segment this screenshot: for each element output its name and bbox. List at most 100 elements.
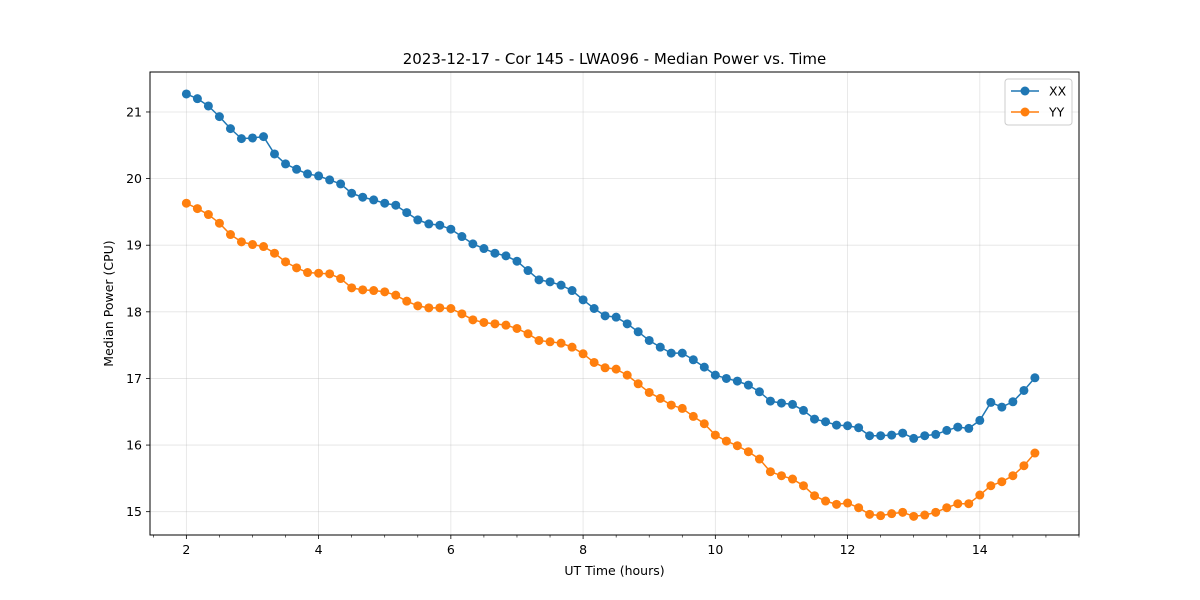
data-point-xx xyxy=(776,398,786,408)
data-point-yy xyxy=(270,248,280,258)
data-point-xx xyxy=(214,112,224,122)
data-point-yy xyxy=(920,510,930,520)
legend-label-xx: XX xyxy=(1049,84,1067,99)
data-point-xx xyxy=(270,149,280,159)
data-point-yy xyxy=(281,257,291,267)
data-point-yy xyxy=(699,419,709,429)
data-point-yy xyxy=(942,503,952,513)
data-point-xx xyxy=(832,420,842,430)
data-point-xx xyxy=(986,397,996,407)
data-point-yy xyxy=(611,364,621,374)
data-point-yy xyxy=(776,471,786,481)
data-point-xx xyxy=(655,342,665,352)
legend-marker-xx xyxy=(1020,86,1030,96)
data-point-xx xyxy=(358,192,368,202)
data-point-yy xyxy=(821,496,831,506)
data-point-xx xyxy=(821,417,831,427)
y-axis-label: Median Power (CPU) xyxy=(101,240,116,366)
data-point-xx xyxy=(292,164,302,174)
data-point-xx xyxy=(997,402,1007,412)
data-point-yy xyxy=(203,210,213,220)
data-point-yy xyxy=(677,403,687,413)
data-point-yy xyxy=(292,263,302,273)
data-point-yy xyxy=(314,268,324,278)
data-point-xx xyxy=(1019,385,1029,395)
data-point-yy xyxy=(666,400,676,410)
data-point-xx xyxy=(600,311,610,321)
data-point-yy xyxy=(688,411,698,421)
data-point-yy xyxy=(732,441,742,451)
y-tick-label: 17 xyxy=(126,371,142,386)
data-point-yy xyxy=(479,317,489,327)
data-point-yy xyxy=(600,363,610,373)
data-point-xx xyxy=(523,266,533,276)
data-point-yy xyxy=(710,430,720,440)
data-point-xx xyxy=(203,101,213,111)
data-point-xx xyxy=(644,335,654,345)
chart-title: 2023-12-17 - Cor 145 - LWA096 - Median P… xyxy=(403,50,827,68)
data-point-yy xyxy=(369,286,379,296)
y-tick-label: 16 xyxy=(126,438,142,453)
data-point-xx xyxy=(446,224,456,234)
x-tick-label: 10 xyxy=(707,542,723,557)
data-point-xx xyxy=(424,219,434,229)
data-point-xx xyxy=(975,415,985,425)
data-point-yy xyxy=(523,329,533,339)
data-point-yy xyxy=(380,287,390,297)
data-point-xx xyxy=(633,327,643,337)
data-point-xx xyxy=(765,396,775,406)
data-point-yy xyxy=(1019,461,1029,471)
data-point-yy xyxy=(788,474,797,484)
data-point-xx xyxy=(457,232,467,242)
data-point-xx xyxy=(192,94,202,104)
data-point-xx xyxy=(490,248,500,258)
data-point-xx xyxy=(181,89,191,99)
grid-lines xyxy=(150,72,1079,535)
data-point-yy xyxy=(964,499,974,509)
data-point-yy xyxy=(876,511,886,521)
y-tick-label: 15 xyxy=(126,504,142,519)
x-tick-label: 4 xyxy=(315,542,323,557)
y-tick-label: 21 xyxy=(126,104,142,119)
data-point-yy xyxy=(236,237,246,247)
data-point-xx xyxy=(589,304,599,313)
data-point-yy xyxy=(644,387,654,397)
data-point-yy xyxy=(953,499,963,509)
axes-ticks: 2 4 6 8 10 12 14 15 16 17 18 19 20 21 xyxy=(126,104,1080,557)
series-yy xyxy=(181,198,1040,521)
data-point-yy xyxy=(832,499,842,509)
data-point-xx xyxy=(688,355,698,365)
data-point-xx xyxy=(369,195,379,205)
data-point-xx xyxy=(1008,397,1018,407)
data-point-yy xyxy=(721,436,731,446)
data-point-yy xyxy=(743,447,753,457)
data-point-yy xyxy=(192,204,202,214)
data-point-xx xyxy=(622,319,632,329)
data-point-xx xyxy=(964,423,974,433)
data-point-xx xyxy=(920,431,930,441)
data-point-xx xyxy=(732,376,742,386)
series-layer xyxy=(181,89,1040,521)
data-point-xx xyxy=(314,171,324,181)
data-point-yy xyxy=(225,230,235,240)
data-point-xx xyxy=(303,169,313,179)
data-point-yy xyxy=(358,285,368,295)
data-point-xx xyxy=(788,399,797,409)
data-point-yy xyxy=(468,315,478,325)
data-point-xx xyxy=(865,431,875,441)
data-point-yy xyxy=(975,490,985,500)
data-point-xx xyxy=(810,414,820,424)
data-point-xx xyxy=(578,295,588,305)
data-point-xx xyxy=(953,422,963,432)
data-point-yy xyxy=(997,477,1007,487)
data-point-yy xyxy=(622,370,632,380)
data-point-xx xyxy=(909,433,919,443)
data-point-xx xyxy=(468,239,478,249)
data-point-xx xyxy=(556,280,566,290)
data-point-yy xyxy=(887,509,897,519)
data-point-yy xyxy=(578,349,588,359)
data-point-yy xyxy=(931,507,941,517)
data-point-yy xyxy=(402,296,412,306)
